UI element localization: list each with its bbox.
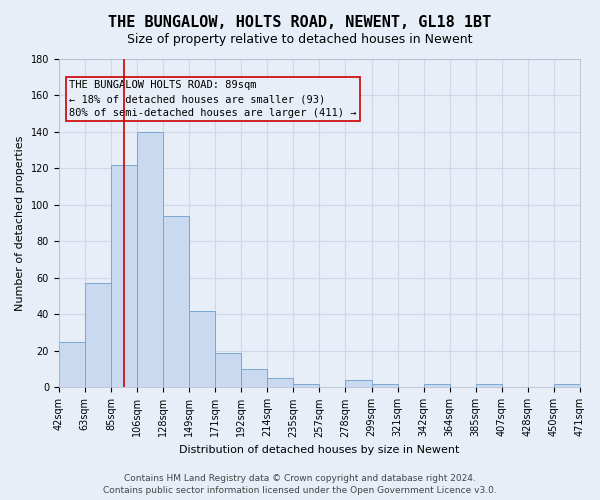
Bar <box>215 353 241 388</box>
Bar <box>267 378 293 388</box>
Bar <box>424 384 449 388</box>
Text: Size of property relative to detached houses in Newent: Size of property relative to detached ho… <box>127 32 473 46</box>
Bar <box>476 384 502 388</box>
Bar <box>85 284 111 388</box>
Bar <box>137 132 163 388</box>
Bar <box>346 380 371 388</box>
Text: THE BUNGALOW HOLTS ROAD: 89sqm
← 18% of detached houses are smaller (93)
80% of : THE BUNGALOW HOLTS ROAD: 89sqm ← 18% of … <box>69 80 357 118</box>
Y-axis label: Number of detached properties: Number of detached properties <box>15 136 25 311</box>
X-axis label: Distribution of detached houses by size in Newent: Distribution of detached houses by size … <box>179 445 460 455</box>
Bar <box>163 216 189 388</box>
Text: Contains HM Land Registry data © Crown copyright and database right 2024.
Contai: Contains HM Land Registry data © Crown c… <box>103 474 497 495</box>
Bar <box>293 384 319 388</box>
Bar <box>371 384 398 388</box>
Bar <box>189 311 215 388</box>
Bar <box>241 369 267 388</box>
Bar <box>111 165 137 388</box>
Bar <box>554 384 580 388</box>
Text: THE BUNGALOW, HOLTS ROAD, NEWENT, GL18 1BT: THE BUNGALOW, HOLTS ROAD, NEWENT, GL18 1… <box>109 15 491 30</box>
Bar <box>59 342 85 388</box>
